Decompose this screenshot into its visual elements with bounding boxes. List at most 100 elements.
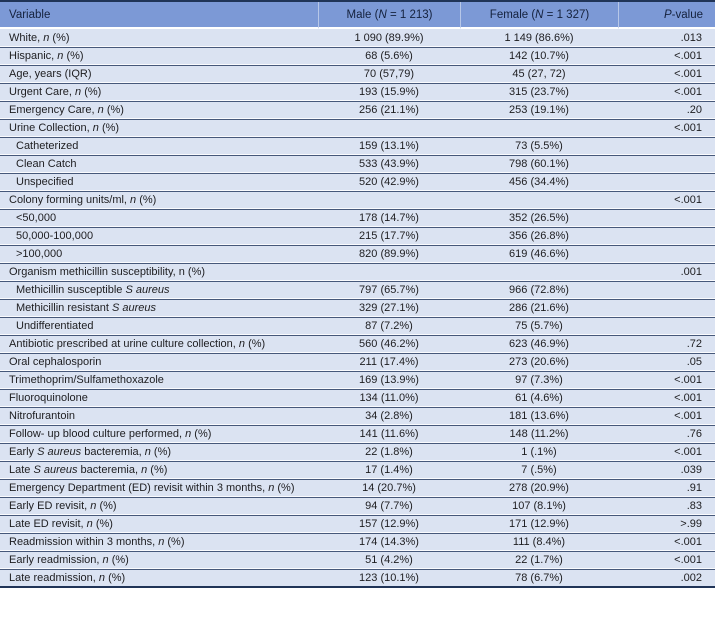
female-value-cell: 286 (21.6%) [460, 299, 618, 317]
table-row: Undifferentiated 87 (7.2%) 75 (5.7%) [0, 317, 715, 335]
male-value-cell: 797 (65.7%) [318, 281, 460, 299]
pvalue-cell: .013 [618, 29, 715, 47]
pvalue-cell: <.001 [618, 407, 715, 425]
variable-cell: Early readmission, n (%) [0, 551, 318, 569]
variable-cell: Hispanic, n (%) [0, 47, 318, 65]
pvalue-cell: <.001 [618, 371, 715, 389]
variable-cell: Undifferentiated [0, 317, 318, 335]
table-row: Follow- up blood culture performed, n (%… [0, 425, 715, 443]
male-value-cell: 157 (12.9%) [318, 515, 460, 533]
male-value-cell: 123 (10.1%) [318, 569, 460, 586]
variable-cell: Unspecified [0, 173, 318, 191]
female-value-cell: 315 (23.7%) [460, 83, 618, 101]
table-row: Urine Collection, n (%) <.001 [0, 119, 715, 137]
table-row: Unspecified 520 (42.9%) 456 (34.4%) [0, 173, 715, 191]
variable-cell: Catheterized [0, 137, 318, 155]
table-row: Urgent Care, n (%) 193 (15.9%) 315 (23.7%)… [0, 83, 715, 101]
table-row: Organism methicillin susceptibility, n (… [0, 263, 715, 281]
female-value-cell: 456 (34.4%) [460, 173, 618, 191]
male-value-cell: 520 (42.9%) [318, 173, 460, 191]
table-row: <50,000 178 (14.7%) 352 (26.5%) [0, 209, 715, 227]
pvalue-cell: .001 [618, 263, 715, 281]
female-value-cell: 142 (10.7%) [460, 47, 618, 65]
female-value-cell [460, 191, 618, 209]
variable-cell: Nitrofurantoin [0, 407, 318, 425]
male-value-cell: 211 (17.4%) [318, 353, 460, 371]
table-row: Readmission within 3 months, n (%) 174 (1… [0, 533, 715, 551]
pvalue-cell [618, 227, 715, 245]
variable-cell: Methicillin susceptible S aureus [0, 281, 318, 299]
pvalue-cell [618, 155, 715, 173]
table-body: White, n (%) 1 090 (89.9%) 1 149 (86.6%) .0… [0, 29, 715, 586]
male-value-cell: 169 (13.9%) [318, 371, 460, 389]
pvalue-cell: <.001 [618, 533, 715, 551]
female-value-cell: 171 (12.9%) [460, 515, 618, 533]
variable-cell: Readmission within 3 months, n (%) [0, 533, 318, 551]
table-row: Late ED revisit, n (%) 157 (12.9%) 171 (12… [0, 515, 715, 533]
male-value-cell: 193 (15.9%) [318, 83, 460, 101]
col-header-male: Male (N = 1 213) [318, 2, 460, 29]
variable-cell: Fluoroquinolone [0, 389, 318, 407]
female-value-cell [460, 263, 618, 281]
variable-cell: Follow- up blood culture performed, n (%… [0, 425, 318, 443]
female-value-cell: 78 (6.7%) [460, 569, 618, 586]
pvalue-cell: .83 [618, 497, 715, 515]
variable-cell: Colony forming units/ml, n (%) [0, 191, 318, 209]
pvalue-cell [618, 173, 715, 191]
male-value-cell: 34 (2.8%) [318, 407, 460, 425]
table-row: Fluoroquinolone 134 (11.0%) 61 (4.6%) <.001 [0, 389, 715, 407]
variable-cell: Urgent Care, n (%) [0, 83, 318, 101]
table-row: Catheterized 159 (13.1%) 73 (5.5%) [0, 137, 715, 155]
female-value-cell: 278 (20.9%) [460, 479, 618, 497]
table-header: Variable Male (N = 1 213) Female (N = 1 32… [0, 2, 715, 29]
table-row: 50,000-100,000 215 (17.7%) 356 (26.8%) [0, 227, 715, 245]
female-value-cell: 111 (8.4%) [460, 533, 618, 551]
variable-cell: Emergency Department (ED) revisit within… [0, 479, 318, 497]
table-row: Methicillin susceptible S aureus 797 (65.… [0, 281, 715, 299]
col-header-female: Female (N = 1 327) [460, 2, 618, 29]
male-value-cell [318, 119, 460, 137]
pvalue-cell: <.001 [618, 47, 715, 65]
female-value-cell: 1 149 (86.6%) [460, 29, 618, 47]
female-value-cell: 273 (20.6%) [460, 353, 618, 371]
pvalue-cell [618, 317, 715, 335]
female-value-cell: 73 (5.5%) [460, 137, 618, 155]
table-row: Antibiotic prescribed at urine culture c… [0, 335, 715, 353]
female-value-cell: 253 (19.1%) [460, 101, 618, 119]
female-value-cell: 22 (1.7%) [460, 551, 618, 569]
pvalue-cell [618, 245, 715, 263]
variable-cell: Late readmission, n (%) [0, 569, 318, 586]
pvalue-cell: <.001 [618, 65, 715, 83]
male-value-cell: 17 (1.4%) [318, 461, 460, 479]
variable-cell: Urine Collection, n (%) [0, 119, 318, 137]
pvalue-cell: .91 [618, 479, 715, 497]
female-value-cell: 45 (27, 72) [460, 65, 618, 83]
table-row: Nitrofurantoin 34 (2.8%) 181 (13.6%) <.001 [0, 407, 715, 425]
female-value-cell: 623 (46.9%) [460, 335, 618, 353]
table-row: Age, years (IQR) 70 (57,79) 45 (27, 72) <.0… [0, 65, 715, 83]
pvalue-cell [618, 299, 715, 317]
variable-cell: Antibiotic prescribed at urine culture c… [0, 335, 318, 353]
table-row: Methicillin resistant S aureus 329 (27.1%… [0, 299, 715, 317]
male-value-cell: 820 (89.9%) [318, 245, 460, 263]
variable-cell: Early S aureus bacteremia, n (%) [0, 443, 318, 461]
female-value-cell: 107 (8.1%) [460, 497, 618, 515]
female-value-cell: 966 (72.8%) [460, 281, 618, 299]
male-value-cell: 51 (4.2%) [318, 551, 460, 569]
female-value-cell: 798 (60.1%) [460, 155, 618, 173]
pvalue-cell [618, 209, 715, 227]
pvalue-cell: .72 [618, 335, 715, 353]
male-value-cell: 68 (5.6%) [318, 47, 460, 65]
female-value-cell: 352 (26.5%) [460, 209, 618, 227]
table-row: Clean Catch 533 (43.9%) 798 (60.1%) [0, 155, 715, 173]
pvalue-cell [618, 281, 715, 299]
table-row: Emergency Department (ED) revisit within… [0, 479, 715, 497]
female-value-cell [460, 119, 618, 137]
male-value-cell: 70 (57,79) [318, 65, 460, 83]
female-value-cell: 619 (46.6%) [460, 245, 618, 263]
male-value-cell: 14 (20.7%) [318, 479, 460, 497]
male-value-cell: 256 (21.1%) [318, 101, 460, 119]
male-value-cell: 329 (27.1%) [318, 299, 460, 317]
table-row: Late S aureus bacteremia, n (%) 17 (1.4%)… [0, 461, 715, 479]
table-row: Trimethoprim/Sulfamethoxazole 169 (13.9%)… [0, 371, 715, 389]
